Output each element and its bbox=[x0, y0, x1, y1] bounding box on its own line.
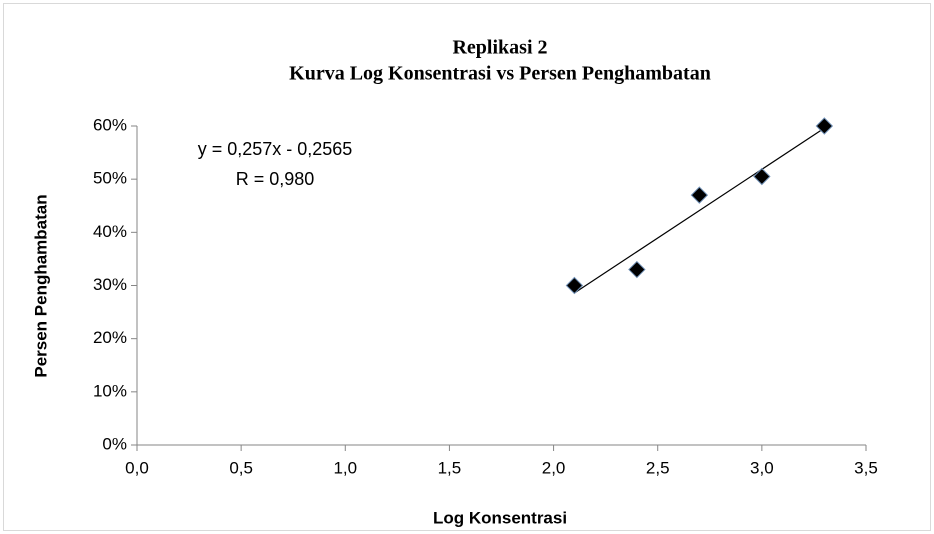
y-tick-label: 60% bbox=[93, 115, 127, 134]
chart-border bbox=[3, 3, 931, 531]
point bbox=[753, 167, 771, 186]
trendline bbox=[574, 127, 825, 294]
equation: y = 0,257x - 0,2565 bbox=[198, 139, 353, 159]
x-tick-label: 2,0 bbox=[542, 458, 566, 477]
y-tick-label: 20% bbox=[93, 328, 127, 347]
chart-title: Replikasi 2 bbox=[452, 37, 547, 59]
point bbox=[628, 260, 646, 279]
chart-title: Kurva Log Konsentrasi vs Persen Penghamb… bbox=[289, 63, 711, 85]
x-tick-label: 0,0 bbox=[125, 458, 149, 477]
x-tick-label: 0,5 bbox=[229, 458, 253, 477]
y-tick-label: 30% bbox=[93, 275, 127, 294]
x-tick-label: 3,0 bbox=[750, 458, 774, 477]
x-axis-title: Log Konsentrasi bbox=[433, 508, 567, 527]
r-value: R = 0,980 bbox=[236, 169, 315, 189]
x-tick-label: 2,5 bbox=[646, 458, 670, 477]
x-tick-label: 1,0 bbox=[333, 458, 357, 477]
y-tick-label: 10% bbox=[93, 381, 127, 400]
y-tick-label: 40% bbox=[93, 222, 127, 241]
point bbox=[565, 276, 584, 295]
x-tick-label: 1,5 bbox=[438, 458, 462, 477]
y-tick-label: 0% bbox=[102, 434, 127, 453]
x-tick-label: 3,5 bbox=[854, 458, 878, 477]
y-axis-title: Persen Penghambatan bbox=[31, 194, 50, 377]
y-tick-label: 50% bbox=[93, 169, 127, 188]
point bbox=[815, 117, 834, 135]
point bbox=[690, 186, 709, 204]
